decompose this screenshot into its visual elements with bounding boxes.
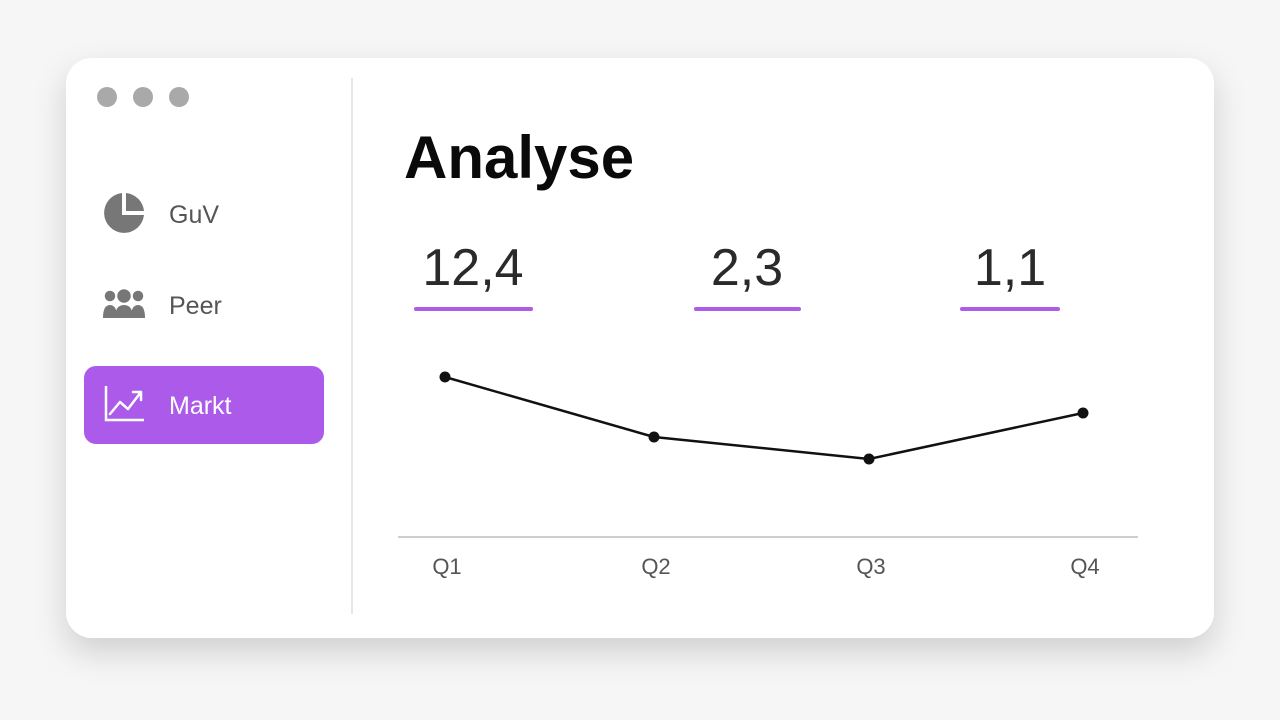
nav-label: GuV: [169, 201, 219, 229]
metric-value: 1,1: [974, 239, 1046, 297]
point: [1077, 407, 1089, 419]
point: [648, 431, 660, 443]
page-title: Analyse: [404, 124, 634, 191]
nav-item[interactable]: GuV: [104, 193, 219, 233]
metric-value: 12,4: [422, 239, 523, 297]
people-icon: [103, 305, 117, 318]
metric-value: 2,3: [711, 239, 783, 297]
window: [66, 58, 1214, 638]
point: [863, 453, 875, 465]
trend-icon: [104, 386, 144, 422]
point: [439, 371, 451, 383]
nav-item[interactable]: Markt: [84, 366, 324, 444]
chart: Q1 Q2 Q3 Q4: [432, 371, 1100, 579]
x-tick-label: Q3: [856, 554, 885, 579]
pie-icon: [104, 193, 144, 233]
window-dot[interactable]: [133, 87, 153, 107]
metrics: 12,4 2,3 1,1: [414, 239, 1060, 311]
people-icon: [132, 290, 144, 302]
nav-item[interactable]: Peer: [103, 289, 222, 320]
window-dot[interactable]: [169, 87, 189, 107]
nav-highlight: [84, 366, 324, 444]
x-tick-label: Q2: [641, 554, 670, 579]
people-icon: [131, 305, 145, 318]
x-tick-label: Q4: [1070, 554, 1099, 579]
pie-icon: [126, 193, 144, 211]
people-icon: [104, 290, 116, 302]
nav-label: Markt: [169, 392, 232, 420]
trend-icon: [108, 390, 143, 416]
sidebar: GuV Peer Markt: [84, 193, 324, 444]
window-dot[interactable]: [97, 87, 117, 107]
people-icon: [117, 289, 131, 303]
line: [444, 375, 1084, 461]
nav-label: Peer: [169, 292, 222, 320]
people-icon: [115, 305, 133, 318]
x-tick-label: Q1: [432, 554, 461, 579]
